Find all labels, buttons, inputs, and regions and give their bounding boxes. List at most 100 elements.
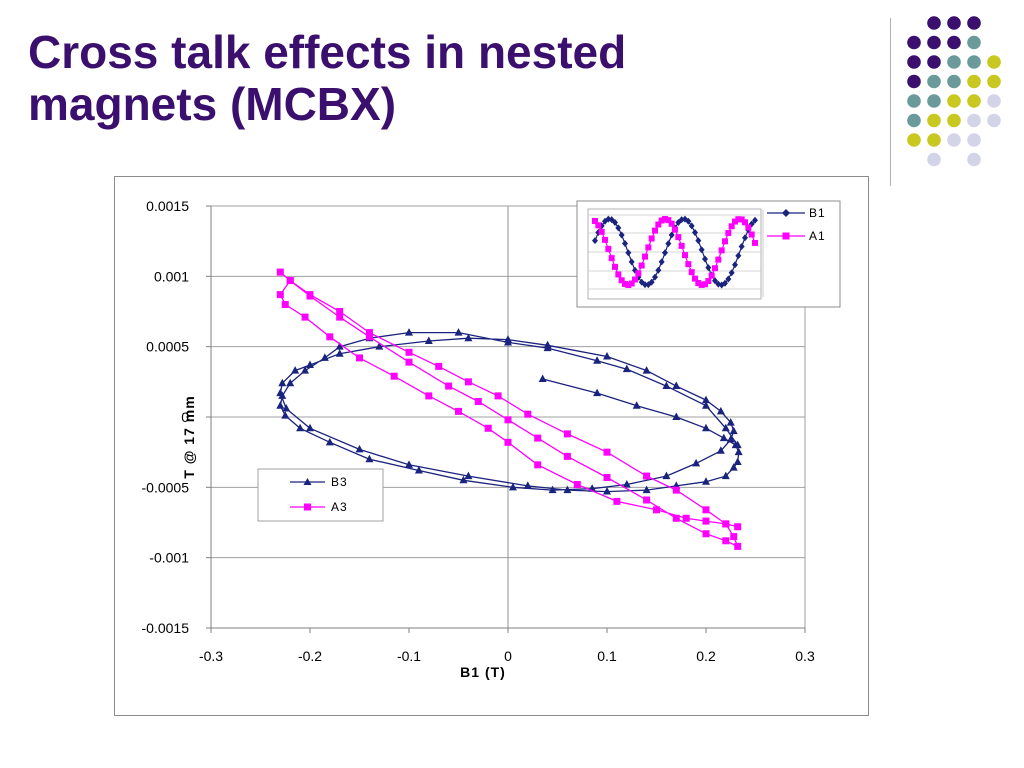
legend-marker-a1 (782, 232, 790, 240)
point-b3 (642, 366, 651, 374)
slide-title-line-1: Cross talk effects in nested (28, 26, 627, 78)
point-a3 (484, 424, 492, 432)
inset-point-a1 (728, 223, 735, 230)
point-a3 (672, 486, 680, 494)
inset-point-a1 (742, 219, 748, 226)
inset-point-b1 (655, 266, 662, 274)
inset-point-b1 (618, 231, 625, 239)
point-a3 (563, 452, 571, 460)
point-a3 (603, 473, 611, 481)
decor-dot (927, 55, 941, 69)
point-b3 (508, 482, 517, 491)
decor-dot (927, 133, 941, 147)
inset-point-b1 (632, 266, 638, 274)
inset-point-b1 (685, 217, 692, 225)
point-b3 (672, 412, 681, 420)
point-a3 (613, 497, 621, 505)
point-a3 (464, 378, 472, 386)
inset-point-a1 (625, 281, 632, 288)
main-legend: B3 A3 (257, 468, 384, 522)
point-b3 (320, 353, 329, 361)
inset-point-a1 (705, 278, 712, 285)
inset-point-a1 (605, 245, 612, 252)
decor-dot (907, 94, 921, 108)
point-b3 (523, 481, 532, 489)
point-a3 (356, 354, 363, 362)
point-a3 (603, 448, 611, 456)
inset-point-a1 (608, 255, 615, 262)
point-a3 (573, 481, 581, 489)
x-axis-label: B1 (T) (460, 664, 506, 680)
decor-dot (927, 152, 941, 167)
inset-point-a1 (635, 270, 642, 277)
point-b3 (593, 356, 602, 364)
point-b3 (306, 423, 314, 432)
decor-dot (927, 113, 941, 128)
inset-point-a1 (602, 236, 608, 243)
inset-point-b1 (628, 258, 635, 266)
point-a3 (336, 313, 344, 321)
point-b3 (662, 381, 671, 390)
point-a3 (425, 392, 433, 400)
point-a3 (445, 382, 453, 390)
chart-axes (206, 205, 806, 633)
point-a3 (702, 506, 710, 514)
point-a3 (682, 514, 690, 522)
x-tick-labels: -0.3 -0.2 -0.1 0 0.1 0.2 0.3 (199, 648, 815, 664)
point-a3 (504, 416, 512, 424)
point-b3 (719, 433, 728, 442)
inset-point-a1 (745, 224, 752, 231)
point-b3 (459, 475, 468, 484)
inset-point-b1 (722, 279, 728, 287)
inset-point-a1 (732, 218, 738, 225)
inset-point-a1 (752, 239, 758, 246)
point-b3 (672, 381, 681, 390)
point-b3 (335, 349, 344, 357)
point-a3 (405, 358, 413, 366)
decor-dot (967, 113, 981, 128)
inset-point-a1 (718, 247, 725, 254)
point-b3 (622, 364, 631, 373)
point-a3 (534, 434, 542, 442)
point-a3 (276, 268, 284, 276)
decor-dot (987, 113, 1001, 128)
inset-point-a1 (675, 234, 682, 241)
inset-point-b1 (738, 243, 745, 251)
point-b3 (729, 463, 738, 471)
inset-point-a1 (645, 244, 652, 251)
inset-point-b1 (705, 264, 712, 272)
decor-dot (927, 16, 941, 30)
point-a3 (563, 430, 571, 438)
inset-point-b1 (648, 278, 655, 286)
inset-point-b1 (712, 277, 718, 285)
point-b3 (721, 423, 730, 432)
inset-point-b1 (668, 231, 675, 239)
y-axis-label: T @ 17 mm (181, 395, 197, 478)
inset-point-b1 (662, 249, 668, 257)
inset-point-b1 (638, 278, 645, 286)
x-tick-label: -0.1 (397, 648, 421, 664)
point-a3 (326, 333, 334, 341)
point-b3 (733, 457, 742, 466)
decor-dot (987, 55, 1001, 69)
point-b3 (702, 477, 710, 485)
inset-point-b1 (692, 229, 698, 237)
inset-point-a1 (715, 256, 722, 263)
point-b3 (733, 440, 742, 449)
decor-dot (907, 74, 921, 89)
point-b3 (702, 423, 710, 432)
decor-dot (947, 94, 961, 108)
point-a3 (276, 291, 284, 299)
point-b3 (543, 343, 552, 352)
inset-point-b1 (732, 261, 738, 269)
point-b3 (355, 444, 364, 453)
inset-point-a1 (698, 281, 705, 288)
inset-point-b1 (695, 237, 702, 245)
point-b3 (405, 328, 413, 336)
point-b3 (414, 465, 423, 474)
point-a3 (365, 329, 373, 337)
y-tick-label: -0.0015 (142, 620, 190, 636)
y-tick-label: 0.0005 (146, 339, 189, 355)
point-a3 (734, 523, 742, 531)
point-a3 (286, 277, 294, 285)
